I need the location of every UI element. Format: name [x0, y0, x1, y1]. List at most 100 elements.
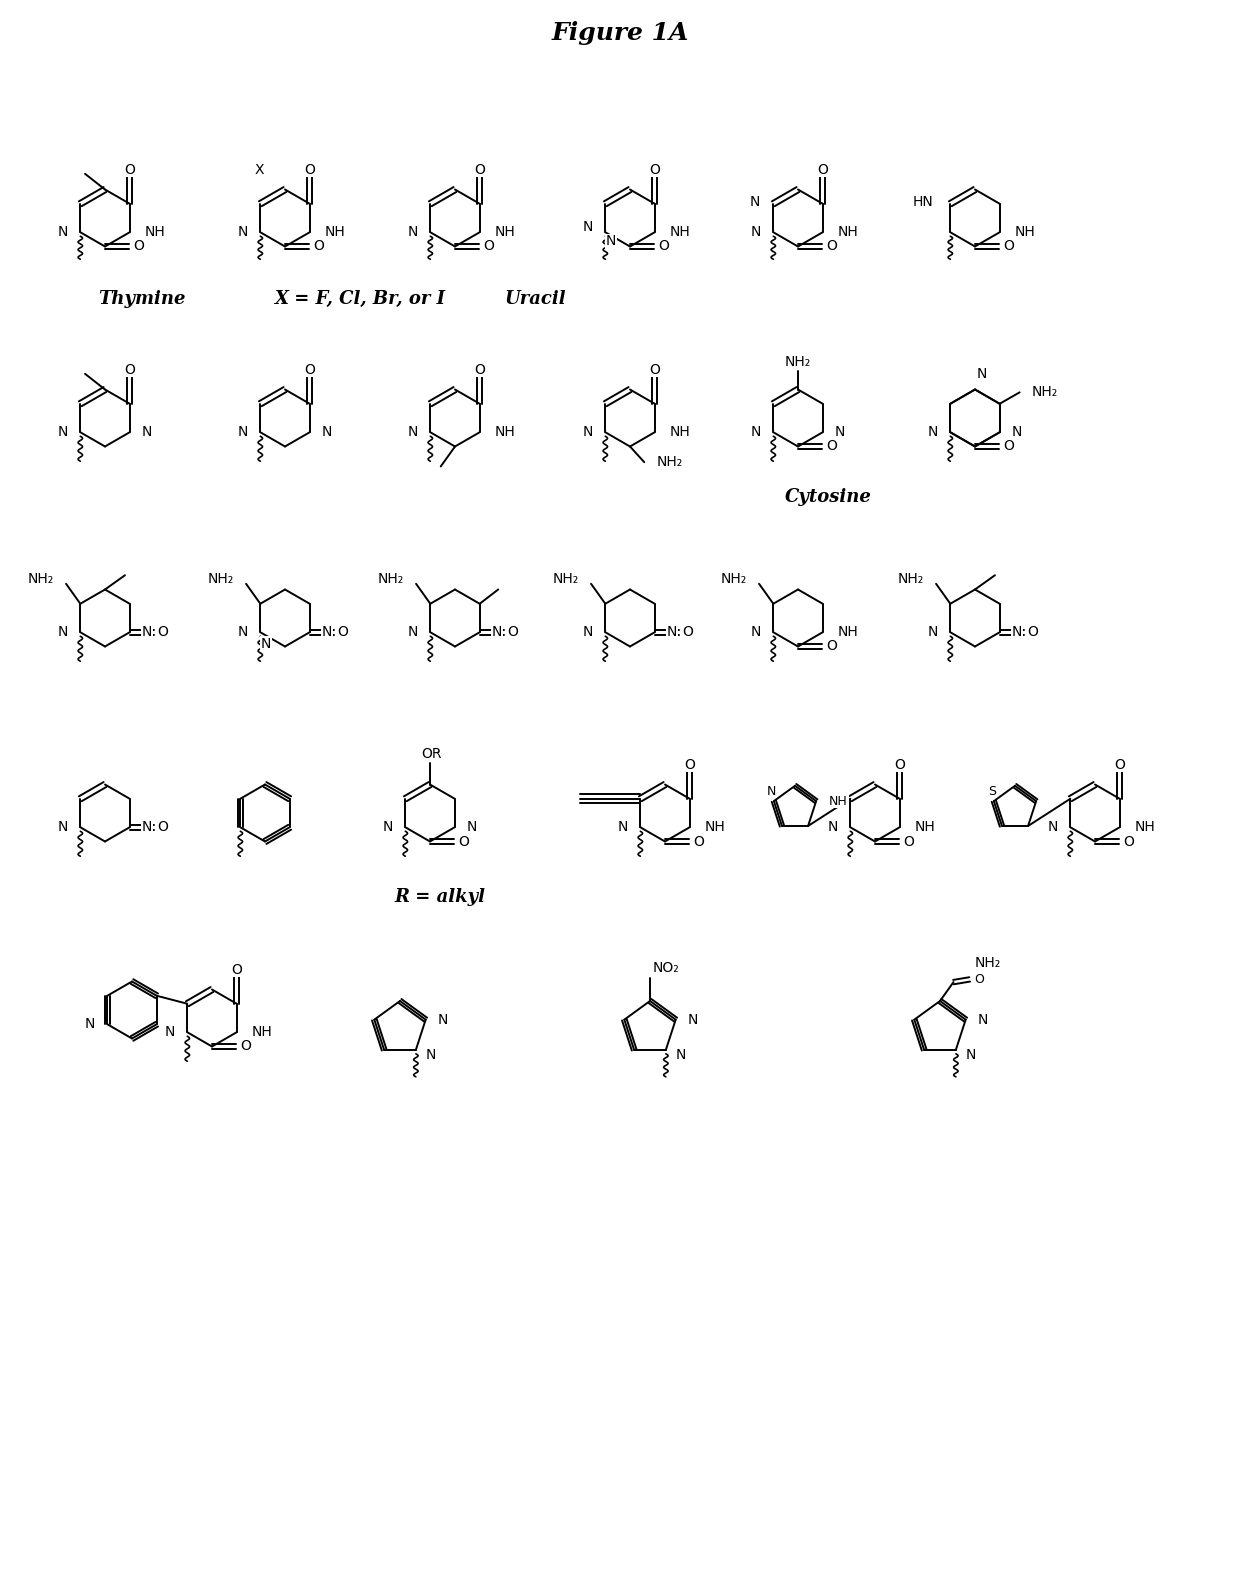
Text: NH₂: NH₂: [785, 355, 811, 370]
Text: N: N: [583, 220, 593, 234]
Text: O: O: [684, 758, 696, 772]
Text: N: N: [425, 1048, 436, 1062]
Text: N: N: [828, 820, 838, 834]
Text: O: O: [133, 239, 144, 253]
Text: NH: NH: [325, 225, 346, 239]
Text: NH₂: NH₂: [975, 956, 1001, 971]
Text: O: O: [1122, 835, 1133, 848]
Text: N: N: [1012, 624, 1022, 639]
Text: N: N: [141, 624, 153, 639]
Text: O: O: [826, 239, 837, 253]
Text: NH₂: NH₂: [898, 573, 924, 585]
Text: N: N: [466, 820, 477, 834]
Text: NH: NH: [830, 794, 848, 807]
Text: N: N: [977, 368, 987, 382]
Text: O: O: [157, 820, 169, 834]
Text: O: O: [482, 239, 494, 253]
Text: N: N: [383, 820, 393, 834]
Text: O: O: [507, 624, 518, 639]
Text: N: N: [141, 425, 153, 439]
Text: N: N: [1012, 425, 1022, 439]
Text: O: O: [826, 439, 837, 453]
Text: N: N: [768, 785, 776, 798]
Text: N: N: [58, 425, 68, 439]
Text: N: N: [751, 425, 761, 439]
Text: NH₂: NH₂: [656, 455, 682, 469]
Text: NH: NH: [915, 820, 935, 834]
Text: O: O: [693, 835, 703, 848]
Text: N: N: [928, 624, 939, 639]
Text: O: O: [239, 1040, 250, 1054]
Text: O: O: [650, 363, 660, 376]
Text: N: N: [58, 225, 68, 239]
Text: NH: NH: [495, 425, 516, 439]
Text: N: N: [583, 624, 593, 639]
Text: N: N: [583, 425, 593, 439]
Text: NH₂: NH₂: [720, 573, 746, 585]
Text: NH₂: NH₂: [208, 573, 234, 585]
Text: N: N: [966, 1048, 976, 1062]
Text: NH: NH: [1014, 225, 1035, 239]
Text: O: O: [1028, 624, 1038, 639]
Text: NH: NH: [670, 425, 691, 439]
Text: N: N: [605, 234, 616, 249]
Text: NH₂: NH₂: [27, 573, 55, 585]
Text: NO₂: NO₂: [653, 961, 680, 975]
Text: O: O: [650, 162, 660, 176]
Text: Figure 1A: Figure 1A: [552, 20, 688, 46]
Text: O: O: [124, 162, 135, 176]
Text: N: N: [321, 425, 332, 439]
Text: N: N: [667, 624, 677, 639]
Text: NH: NH: [495, 225, 516, 239]
Text: N: N: [408, 225, 418, 239]
Text: N: N: [676, 1048, 686, 1062]
Text: NH: NH: [704, 820, 725, 834]
Text: NH₂: NH₂: [1032, 385, 1058, 400]
Text: N: N: [750, 195, 760, 209]
Text: N: N: [928, 425, 939, 439]
Text: N: N: [238, 624, 248, 639]
Text: N: N: [751, 624, 761, 639]
Text: N: N: [751, 225, 761, 239]
Text: NH: NH: [838, 225, 858, 239]
Text: N: N: [438, 1013, 448, 1027]
Text: O: O: [231, 963, 242, 977]
Text: N: N: [238, 425, 248, 439]
Text: N: N: [977, 1013, 988, 1027]
Text: N: N: [141, 820, 153, 834]
Text: O: O: [157, 624, 169, 639]
Text: NH: NH: [1135, 820, 1156, 834]
Text: HN: HN: [913, 195, 934, 209]
Text: Cytosine: Cytosine: [785, 488, 872, 507]
Text: O: O: [474, 162, 485, 176]
Text: O: O: [682, 624, 693, 639]
Text: NH₂: NH₂: [553, 573, 579, 585]
Text: NH₂: NH₂: [378, 573, 404, 585]
Text: N: N: [58, 820, 68, 834]
Text: O: O: [124, 363, 135, 376]
Text: O: O: [1003, 439, 1013, 453]
Text: N: N: [408, 624, 418, 639]
Text: N: N: [618, 820, 629, 834]
Text: NH: NH: [838, 624, 858, 639]
Text: NH: NH: [145, 225, 165, 239]
Text: NH: NH: [670, 225, 691, 239]
Text: O: O: [304, 363, 315, 376]
Text: N: N: [688, 1013, 698, 1027]
Text: X: X: [254, 164, 264, 178]
Text: N: N: [835, 425, 844, 439]
Text: O: O: [312, 239, 324, 253]
Text: O: O: [973, 972, 983, 986]
Text: N: N: [492, 624, 502, 639]
Text: N: N: [321, 624, 332, 639]
Text: N: N: [165, 1026, 175, 1040]
Text: N: N: [260, 637, 272, 651]
Text: O: O: [458, 835, 469, 848]
Text: Uracil: Uracil: [505, 289, 567, 308]
Text: Thymine: Thymine: [98, 289, 186, 308]
Text: R = alkyl: R = alkyl: [394, 889, 486, 906]
Text: O: O: [1115, 758, 1125, 772]
Text: N: N: [408, 425, 418, 439]
Text: S: S: [988, 785, 996, 798]
Text: O: O: [304, 162, 315, 176]
